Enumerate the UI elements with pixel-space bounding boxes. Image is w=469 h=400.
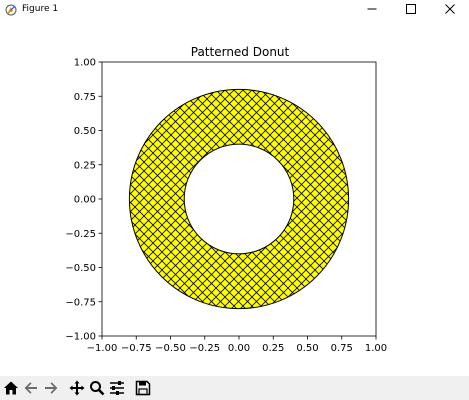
home-icon [4, 381, 18, 395]
x-tick-label: −0.75 [121, 343, 152, 354]
plot-area [101, 61, 377, 337]
chart-title: Patterned Donut [191, 45, 290, 59]
x-tick-label: 0.50 [296, 343, 318, 354]
close-button[interactable] [430, 0, 469, 18]
y-tick-label: −1.00 [65, 332, 96, 343]
figure-canvas[interactable]: Patterned Donut −1.00 −0.75 −0.50 −0.25 0.00… [0, 18, 469, 376]
y-tick-label: 0.75 [74, 92, 96, 103]
y-tick-label: 0.25 [74, 160, 96, 171]
x-tick-label: −0.25 [189, 343, 220, 354]
minimize-button[interactable] [352, 0, 391, 18]
home-button[interactable] [2, 379, 20, 397]
minimize-icon [367, 8, 376, 10]
y-tick-label: −0.25 [65, 229, 96, 240]
maximize-button[interactable] [391, 0, 430, 18]
save-button[interactable] [134, 379, 152, 397]
x-tick-label: 0.00 [228, 343, 250, 354]
x-tick-label: −1.00 [87, 343, 118, 354]
x-tick-label: −0.50 [155, 343, 186, 354]
navigation-toolbar [0, 376, 469, 400]
y-tick-label: 0.50 [74, 126, 96, 137]
back-button[interactable] [22, 379, 40, 397]
y-tick-label: −0.75 [65, 297, 96, 308]
window-controls [352, 0, 469, 18]
pan-icon [69, 380, 85, 396]
y-tick-label: 1.00 [74, 58, 96, 69]
forward-button[interactable] [42, 379, 60, 397]
matplotlib-icon [4, 2, 18, 16]
forward-arrow-icon [45, 382, 58, 394]
maximize-icon [405, 4, 416, 14]
donut-chart: Patterned Donut −1.00 −0.75 −0.50 −0.25 0.00… [65, 45, 387, 355]
window-title: Figure 1 [22, 4, 59, 14]
zoom-icon [90, 381, 105, 396]
configure-subplots-button[interactable] [108, 379, 126, 397]
y-tick-label: 0.00 [74, 195, 96, 206]
donut-ring [128, 88, 350, 310]
toolbar-separator [60, 379, 66, 397]
back-arrow-icon [24, 382, 37, 394]
pan-button[interactable] [68, 379, 86, 397]
x-tick-label: 0.75 [331, 343, 353, 354]
x-tick-label: 0.25 [262, 343, 284, 354]
save-icon [135, 380, 151, 396]
axis-ticks: −1.00 −0.75 −0.50 −0.25 0.00 0.25 0.50 0.75 1.00… [65, 58, 387, 355]
configure-subplots-icon [110, 381, 124, 395]
title-bar: Figure 1 [0, 0, 469, 18]
zoom-button[interactable] [88, 379, 106, 397]
y-tick-label: −0.50 [65, 263, 96, 274]
toolbar-separator [126, 379, 132, 397]
close-icon [444, 4, 455, 14]
x-tick-label: 1.00 [365, 343, 387, 354]
